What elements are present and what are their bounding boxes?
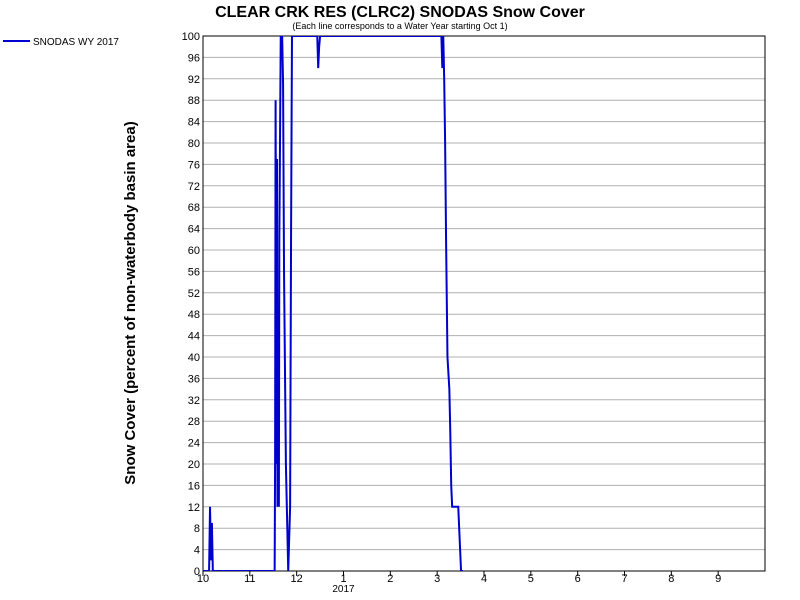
y-tick-label: 76 — [188, 159, 200, 171]
y-tick-label: 52 — [188, 288, 200, 300]
x-tick-label: 1 — [340, 573, 346, 585]
y-tick-label: 36 — [188, 373, 200, 385]
x-tick-label: 6 — [575, 573, 581, 585]
y-tick-label: 68 — [188, 202, 200, 214]
x-tick-label: 7 — [621, 573, 627, 585]
y-tick-label: 16 — [188, 480, 200, 492]
y-tick-label: 32 — [188, 395, 200, 407]
y-tick-label: 40 — [188, 352, 200, 364]
x-tick-label: 8 — [668, 573, 674, 585]
x-tick-label: 3 — [434, 573, 440, 585]
y-tick-label: 4 — [194, 545, 200, 557]
x-tick-label: 5 — [528, 573, 534, 585]
y-tick-label: 48 — [188, 309, 200, 321]
y-tick-label: 92 — [188, 74, 200, 86]
x-tick-label: 12 — [291, 573, 303, 585]
y-tick-label: 44 — [188, 331, 200, 343]
data-line — [203, 36, 463, 571]
y-tick-label: 80 — [188, 138, 200, 150]
x-tick-label: 4 — [481, 573, 487, 585]
y-tick-label: 8 — [194, 523, 200, 535]
y-tick-label: 56 — [188, 266, 200, 278]
chart-title: CLEAR CRK RES (CLRC2) SNODAS Snow Cover — [215, 4, 585, 21]
y-tick-label: 12 — [188, 502, 200, 514]
y-tick-label: 28 — [188, 416, 200, 428]
y-tick-label: 0 — [194, 566, 200, 578]
plot-area — [202, 35, 766, 572]
x-sublabel: 2017 — [332, 584, 355, 595]
x-tick-label: 9 — [715, 573, 721, 585]
y-tick-label: 20 — [188, 459, 200, 471]
y-tick-label: 24 — [188, 438, 200, 450]
y-tick-label: 88 — [188, 95, 200, 107]
x-tick-label: 11 — [244, 573, 255, 585]
y-tick-label: 100 — [182, 31, 200, 43]
x-tick-label: 2 — [387, 573, 393, 585]
y-axis-label: Snow Cover (percent of non-waterbody bas… — [122, 121, 139, 484]
y-tick-label: 60 — [188, 245, 200, 257]
legend-label: SNODAS WY 2017 — [33, 37, 119, 48]
y-tick-label: 72 — [188, 181, 200, 193]
y-tick-label: 64 — [188, 224, 200, 236]
x-tick-label: 10 — [197, 573, 209, 585]
y-tick-label: 84 — [188, 117, 200, 129]
chart-subtitle: (Each line corresponds to a Water Year s… — [292, 21, 507, 31]
y-tick-label: 96 — [188, 52, 200, 64]
plot-border — [202, 35, 766, 572]
